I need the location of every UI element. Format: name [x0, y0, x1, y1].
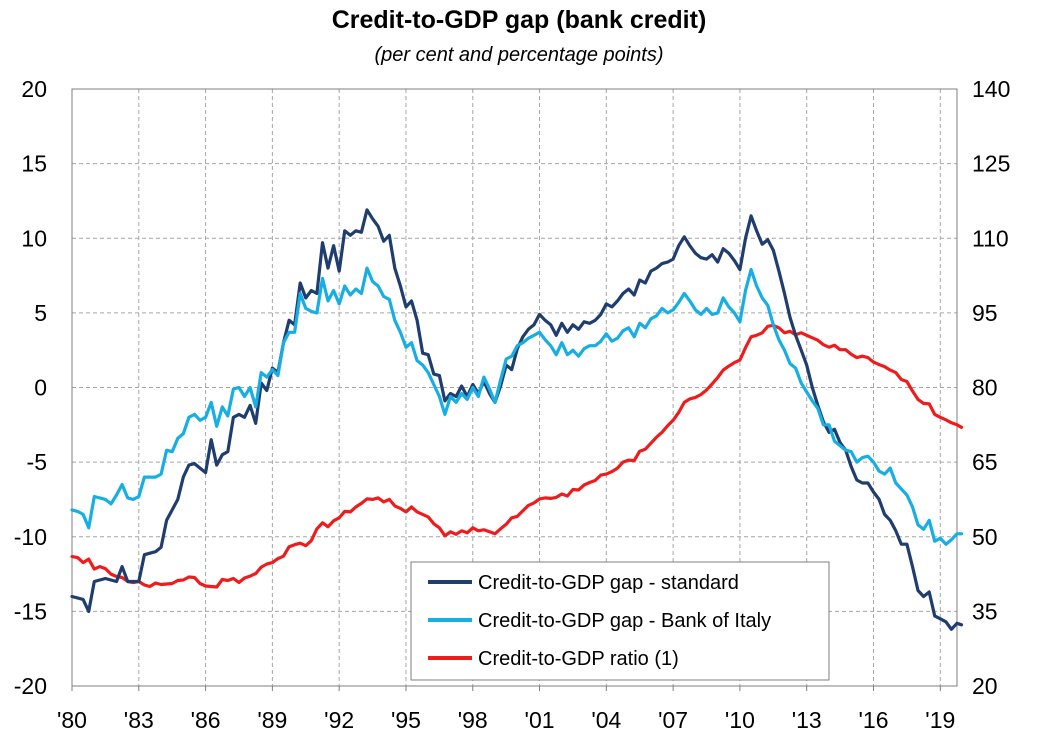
- x-tick-label: '16: [859, 707, 889, 733]
- right-tick-label: 35: [972, 598, 998, 624]
- left-tick-label: 10: [21, 225, 47, 251]
- left-tick-label: 5: [34, 300, 47, 326]
- x-tick-label: '92: [324, 707, 354, 733]
- right-tick-label: 80: [972, 375, 998, 401]
- x-tick-label: '95: [391, 707, 421, 733]
- left-tick-label: 0: [34, 375, 47, 401]
- x-tick-label: '13: [792, 707, 822, 733]
- x-tick-label: '98: [458, 707, 488, 733]
- legend-label: Credit-to-GDP ratio (1): [478, 648, 679, 670]
- x-tick-label: '89: [257, 707, 287, 733]
- left-axis-ticks: 20 15 10 5 0 -5 -10 -15 -20: [14, 76, 47, 699]
- plot-area: [71, 88, 958, 687]
- x-tick-label: '10: [725, 707, 755, 733]
- legend: Credit-to-GDP gap - standard Credit-to-GD…: [410, 561, 830, 681]
- right-tick-label: 140: [972, 76, 1010, 102]
- series-line-2: [70, 266, 964, 546]
- left-tick-label: -20: [14, 673, 47, 699]
- x-axis-ticks: '80 '83 '86 '89 '92 '95 '98 '01 '04 '07 '10 '13 '16 '…: [57, 686, 955, 733]
- x-tick-label: '07: [658, 707, 688, 733]
- right-tick-label: 125: [972, 151, 1010, 177]
- chart-subtitle: (per cent and percentage points): [374, 44, 664, 66]
- x-tick-label: '01: [525, 707, 555, 733]
- left-tick-label: -10: [14, 524, 47, 550]
- legend-label: Credit-to-GDP gap - standard: [478, 572, 739, 594]
- left-tick-label: 15: [21, 151, 47, 177]
- left-tick-label: -15: [14, 598, 47, 624]
- left-tick-label: 20: [21, 76, 47, 102]
- legend-box: [410, 561, 830, 681]
- x-tick-label: '83: [124, 707, 154, 733]
- left-tick-label: -5: [27, 449, 47, 475]
- chart-title: Credit-to-GDP gap (bank credit): [331, 6, 707, 34]
- right-tick-label: 95: [972, 300, 998, 326]
- right-tick-label: 50: [972, 524, 998, 550]
- x-tick-label: '80: [57, 707, 87, 733]
- x-tick-label: '86: [191, 707, 221, 733]
- right-tick-label: 20: [972, 673, 998, 699]
- right-axis-ticks: 140 125 110 95 80 65 50 35 20: [972, 76, 1010, 699]
- right-tick-label: 110: [972, 225, 1009, 251]
- x-tick-label: '19: [925, 707, 955, 733]
- legend-label: Credit-to-GDP gap - Bank of Italy: [478, 610, 771, 632]
- series-lines: [70, 208, 964, 631]
- right-tick-label: 65: [972, 449, 998, 475]
- x-tick-label: '04: [591, 707, 621, 733]
- series-line-3: [70, 323, 964, 589]
